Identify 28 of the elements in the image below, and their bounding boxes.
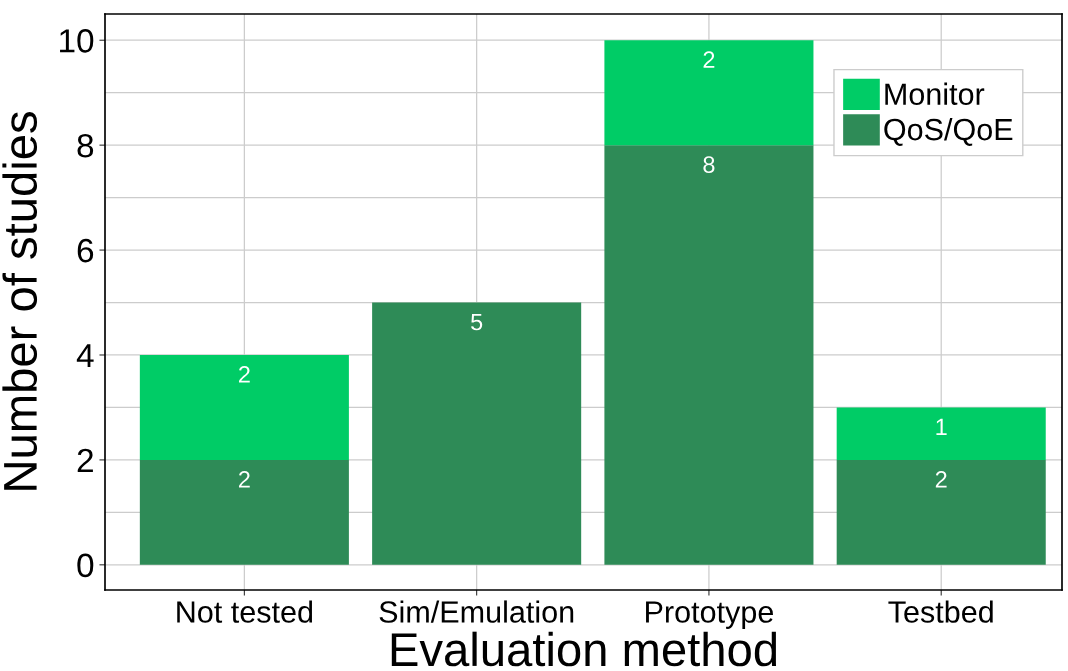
bar [139, 459, 349, 565]
x-tick-label: Sim/Emulation [379, 600, 574, 623]
x-tick-label: Prototype [646, 601, 773, 629]
y-tick-label: 8 [77, 133, 94, 158]
y-tick-label: 4 [76, 344, 94, 368]
data-label: 2 [238, 366, 250, 383]
x-tick-label: Testbed [888, 600, 993, 623]
bar [139, 354, 349, 460]
bar [372, 302, 582, 565]
bar [604, 40, 814, 146]
y-tick-label: 6 [77, 238, 94, 263]
legend-label: QoS/QoE [884, 117, 1013, 146]
y-tick-label: 2 [77, 448, 93, 472]
bar [836, 407, 1046, 460]
y-axis-title: Number of studies [2, 112, 38, 490]
data-label: 5 [471, 313, 483, 331]
bar [836, 459, 1046, 565]
x-axis-title: Evaluation method [391, 631, 777, 667]
data-label: 8 [703, 156, 715, 173]
bar [604, 145, 814, 565]
data-label: 1 [936, 418, 947, 436]
y-tick-label: 0 [77, 553, 94, 578]
data-label: 2 [935, 471, 947, 488]
legend-label: Monitor [885, 82, 985, 106]
x-tick-label: Not tested [177, 600, 313, 623]
data-label: 2 [703, 51, 715, 68]
data-label: 2 [238, 471, 250, 488]
y-tick-label: 10 [60, 29, 94, 53]
